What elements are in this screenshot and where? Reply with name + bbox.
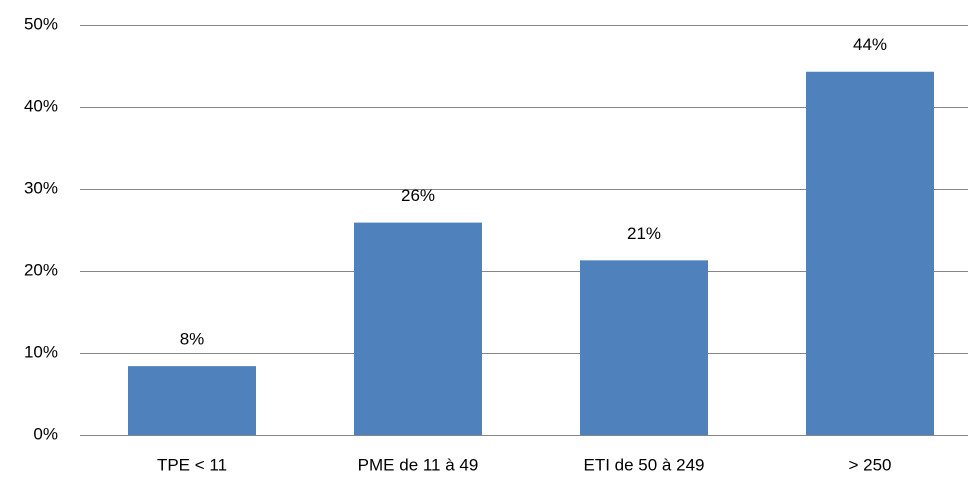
y-tick-label: 20% [24,260,58,279]
data-label: 8% [180,330,205,349]
bar [128,366,256,435]
y-tick-label: 40% [24,96,58,115]
x-tick-label: > 250 [848,455,891,474]
y-tick-label: 0% [33,424,58,443]
data-label: 44% [853,35,887,54]
y-tick-label: 10% [24,342,58,361]
bar [806,71,934,436]
data-label: 21% [627,224,661,243]
data-label: 26% [401,186,435,205]
x-tick-label: TPE < 11 [157,455,227,474]
bar [354,222,482,435]
y-tick-label: 50% [24,14,58,33]
bar [580,260,708,435]
x-tick-label: ETI de 50 à 249 [584,455,705,474]
y-tick-label: 30% [24,178,58,197]
x-tick-label: PME de 11 à 49 [358,455,479,474]
